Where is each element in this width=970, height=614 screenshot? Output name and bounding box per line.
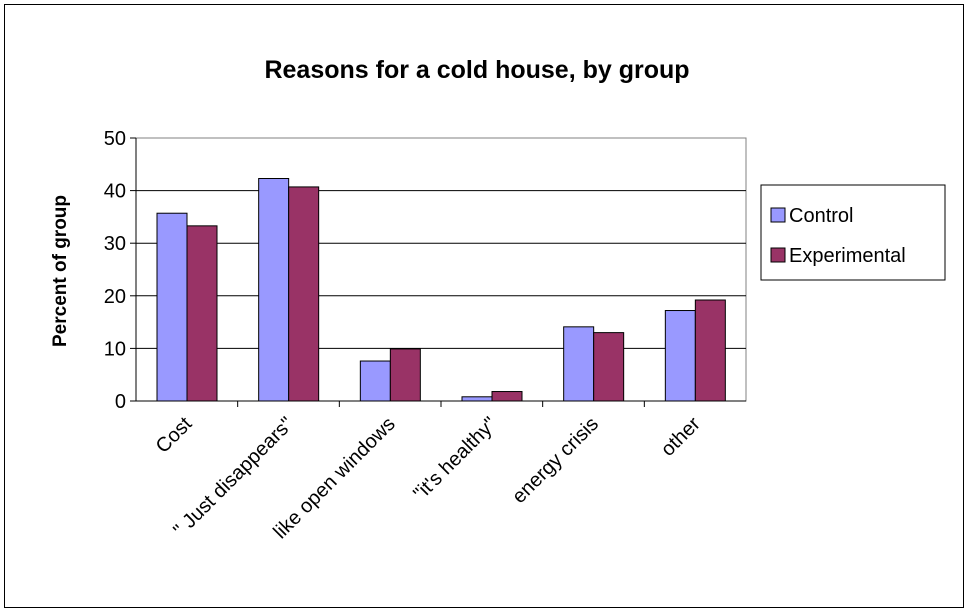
- y-tick-label: 30: [104, 233, 126, 255]
- bar-control-4: [563, 326, 595, 402]
- legend-swatch-experimental: [770, 247, 786, 263]
- legend-label-experimental: Experimental: [789, 245, 906, 267]
- bar-chart: Reasons for a cold house, by group 0 10 20…: [50, 56, 946, 543]
- bar-experimental-1: [288, 186, 320, 402]
- x-tick-label: Cost: [152, 413, 197, 458]
- bar-control-2: [359, 360, 391, 402]
- bar-experimental-3: [491, 391, 523, 402]
- legend: Control Experimental: [760, 184, 946, 281]
- bar-control-1: [258, 178, 290, 402]
- bar-experimental-2: [389, 348, 421, 402]
- legend-label-control: Control: [789, 205, 853, 227]
- bar-control-3: [461, 396, 493, 402]
- bar-experimental-0: [186, 225, 218, 402]
- y-tick-label: 0: [115, 391, 126, 413]
- plot-background: [135, 137, 747, 402]
- x-tick-label: energy crisis: [508, 413, 603, 508]
- legend-swatch-control: [770, 207, 786, 223]
- legend-box: [760, 184, 946, 281]
- bar-experimental-4: [593, 332, 625, 402]
- bar-control-5: [664, 310, 696, 402]
- y-tick-label: 10: [104, 338, 126, 360]
- bar-control-0: [156, 212, 188, 402]
- bar-experimental-5: [694, 299, 726, 402]
- y-tick-label: 40: [104, 181, 126, 203]
- chart-frame: Reasons for a cold house, by group 0 10 20…: [4, 4, 964, 608]
- y-axis-label: Percent of group: [50, 195, 71, 347]
- y-tick-label: 20: [104, 286, 126, 308]
- x-tick-label: other: [657, 413, 705, 461]
- x-tick-label: "it's healthy": [409, 413, 501, 505]
- chart-title: Reasons for a cold house, by group: [264, 56, 689, 84]
- y-tick-label: 50: [104, 128, 126, 150]
